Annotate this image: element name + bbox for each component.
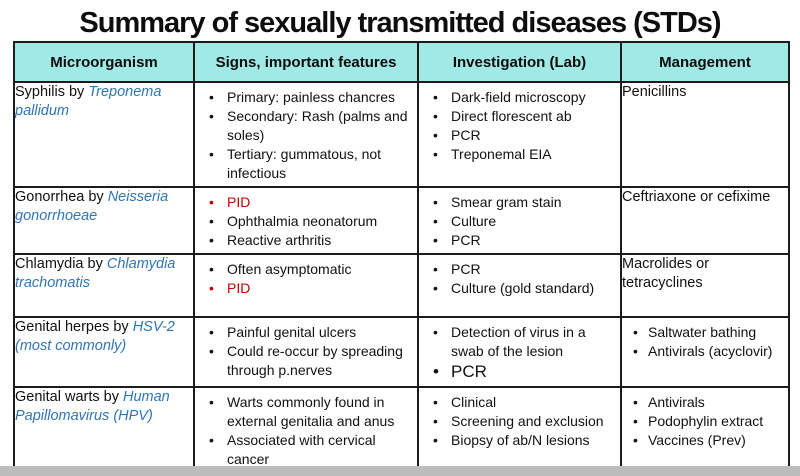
bullet-item: PCR: [420, 260, 618, 279]
organism-cell: Gonorrhea by Neisseria gonorrhoeae: [13, 186, 195, 255]
bullet-item: PID: [196, 279, 415, 298]
bullet-item: Clinical: [420, 393, 618, 412]
slide-bottom-edge: [0, 466, 800, 476]
organism-prefix: Syphilis by: [15, 84, 89, 100]
bullet-item: Antivirals (acyclovir): [623, 342, 786, 361]
organism-prefix: Gonorrhea by: [15, 189, 108, 205]
bullet-item: Saltwater bathing: [623, 323, 786, 342]
bullet-item: Smear gram stain: [420, 193, 618, 212]
column-header-microorganism: Microorganism: [13, 41, 195, 83]
table-row-syphilis: Syphilis by Treponema pallidum Primary: …: [13, 81, 790, 188]
organism-prefix: Genital herpes by: [15, 319, 133, 335]
management-cell: Saltwater bathing Antivirals (acyclovir): [620, 316, 790, 388]
bullet-item: Treponemal EIA: [420, 145, 618, 164]
bullet-item: Warts commonly found in external genital…: [196, 393, 415, 431]
bullet-item: Painful genital ulcers: [196, 323, 415, 342]
organism-cell: Genital herpes by HSV-2 (most commonly): [13, 316, 195, 388]
bullet-item: Dark-field microscopy: [420, 88, 618, 107]
organism-cell: Syphilis by Treponema pallidum: [13, 81, 195, 188]
signs-cell: Warts commonly found in external genital…: [193, 386, 419, 474]
management-cell: Ceftriaxone or cefixime: [620, 186, 790, 255]
table-row-genital-warts: Genital warts by Human Papillomavirus (H…: [13, 386, 790, 474]
bullet-item: Direct florescent ab: [420, 107, 618, 126]
management-cell: Antivirals Podophylin extract Vaccines (…: [620, 386, 790, 474]
bullet-item: PID: [196, 193, 415, 212]
species-name: Treponema pallidum: [15, 84, 162, 119]
species-name: Chlamydia trachomatis: [15, 256, 176, 291]
bullet-item: PCR: [420, 361, 618, 383]
organism-cell: Genital warts by Human Papillomavirus (H…: [13, 386, 195, 474]
bullet-item: Could re-occur by spreading through p.ne…: [196, 342, 415, 380]
table-row-chlamydia: Chlamydia by Chlamydia trachomatis Often…: [13, 253, 790, 318]
investigation-cell: Detection of virus in a swab of the lesi…: [417, 316, 622, 388]
bullet-item: Culture (gold standard): [420, 279, 618, 298]
table-row-gonorrhea: Gonorrhea by Neisseria gonorrhoeae PID O…: [13, 186, 790, 255]
std-summary-table: Microorganism Signs, important features …: [13, 41, 790, 474]
bullet-item: Antivirals: [623, 393, 786, 412]
bullet-item: Tertiary: gummatous, not infectious: [196, 145, 415, 183]
column-header-signs: Signs, important features: [193, 41, 419, 83]
page-title: Summary of sexually transmitted diseases…: [79, 7, 721, 39]
management-cell: Penicillins: [620, 81, 790, 188]
bullet-item: Secondary: Rash (palms and soles): [196, 107, 415, 145]
signs-cell: Primary: painless chancres Secondary: Ra…: [193, 81, 419, 188]
signs-cell: Painful genital ulcers Could re-occur by…: [193, 316, 419, 388]
bullet-item: Biopsy of ab/N lesions: [420, 431, 618, 450]
species-name: HSV-2 (most commonly): [15, 319, 175, 354]
bullet-item: Screening and exclusion: [420, 412, 618, 431]
bullet-item: Often asymptomatic: [196, 260, 415, 279]
column-header-management: Management: [620, 41, 790, 83]
bullet-item: Ophthalmia neonatorum: [196, 212, 415, 231]
bullet-item: Detection of virus in a swab of the lesi…: [420, 323, 618, 361]
bullet-item: Podophylin extract: [623, 412, 786, 431]
bullet-item: Primary: painless chancres: [196, 88, 415, 107]
species-name: Neisseria gonorrhoeae: [15, 189, 169, 224]
management-cell: Macrolides or tetracyclines: [620, 253, 790, 318]
organism-prefix: Chlamydia by: [15, 256, 107, 272]
column-header-investigation: Investigation (Lab): [417, 41, 622, 83]
signs-cell: Often asymptomatic PID: [193, 253, 419, 318]
investigation-cell: PCR Culture (gold standard): [417, 253, 622, 318]
bullet-item: Reactive arthritis: [196, 231, 415, 250]
organism-cell: Chlamydia by Chlamydia trachomatis: [13, 253, 195, 318]
table-row-genital-herpes: Genital herpes by HSV-2 (most commonly) …: [13, 316, 790, 388]
investigation-cell: Clinical Screening and exclusion Biopsy …: [417, 386, 622, 474]
bullet-item: Culture: [420, 212, 618, 231]
bullet-item: PCR: [420, 126, 618, 145]
investigation-cell: Dark-field microscopy Direct florescent …: [417, 81, 622, 188]
header-row: Microorganism Signs, important features …: [13, 41, 790, 83]
bullet-item: PCR: [420, 231, 618, 250]
bullet-item: Vaccines (Prev): [623, 431, 786, 450]
organism-prefix: Genital warts by: [15, 389, 123, 405]
investigation-cell: Smear gram stain Culture PCR: [417, 186, 622, 255]
signs-cell: PID Ophthalmia neonatorum Reactive arthr…: [193, 186, 419, 255]
species-name: Human Papillomavirus (HPV): [15, 389, 170, 424]
bullet-item: Associated with cervical cancer: [196, 431, 415, 469]
